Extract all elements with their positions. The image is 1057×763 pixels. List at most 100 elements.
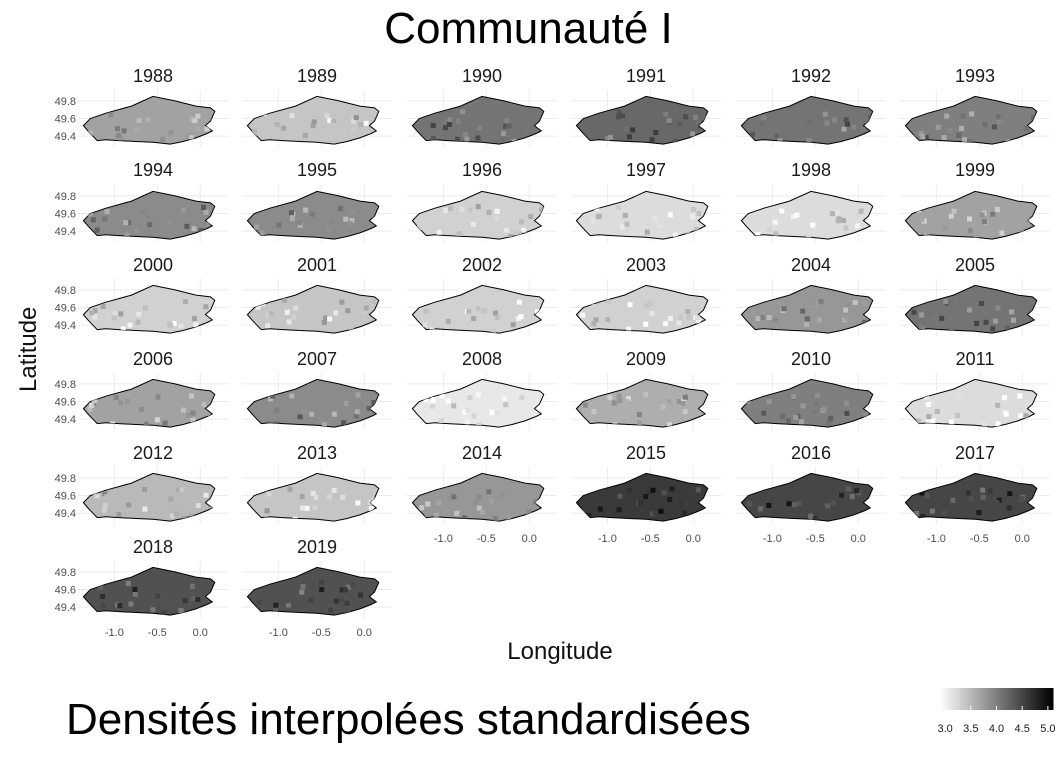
density-cell [430,122,436,128]
region-fill [82,566,216,616]
density-cell [439,418,444,423]
density-cell [982,122,988,128]
density-cell [311,119,317,125]
density-cell [518,314,524,320]
density-cell [430,396,436,402]
density-cell [375,594,379,600]
density-cells [89,299,209,332]
density-cell [134,127,140,133]
x-tick-label: -0.5 [477,533,496,545]
density-cell [780,413,786,419]
density-cell [521,227,527,233]
density-cell [616,393,622,399]
density-cell [667,497,673,502]
panel-label: 2004 [791,255,831,275]
density-cell [630,127,636,133]
y-tick-label: 49.4 [55,508,76,520]
density-cell [508,234,514,240]
density-cell [327,316,333,322]
density-cell [459,207,465,212]
facet-panel-2019: 2019 -1.0 -0.5 0.0 [242,537,392,639]
density-cell [919,490,925,496]
density-cell [104,494,110,500]
density-cell [291,314,296,320]
density-cell [679,500,685,505]
density-cell [995,305,1001,311]
density-cell [861,319,867,325]
density-cell [188,134,194,140]
facet-panel-2011: 2011 [900,349,1050,430]
density-cell [465,407,471,413]
legend-swatch [990,688,995,710]
density-cell [853,507,859,513]
density-cell [965,490,971,496]
density-cell [948,213,954,219]
density-cell [582,507,588,513]
density-cell [644,229,650,235]
panel-label: 2000 [133,255,173,275]
density-cell [154,605,160,611]
density-cell [103,502,108,508]
density-cell [666,399,672,405]
density-cell [339,587,345,593]
density-cell [968,496,974,502]
density-cell [761,115,767,121]
density-cell [344,600,350,606]
density-cell [368,421,374,427]
density-cell [841,126,847,132]
density-cell [745,136,751,142]
density-cell [351,127,357,133]
density-cell [429,327,435,333]
density-cell [150,607,156,613]
density-cell [750,131,756,137]
density-cell [941,510,947,516]
density-cell [464,419,470,425]
density-cell [669,486,675,492]
density-cells [87,393,213,428]
density-cell [539,207,544,212]
density-cell [808,513,813,519]
panel-label: 2001 [297,255,337,275]
density-cell [982,422,988,428]
density-cell [302,409,308,415]
y-tick-label: 49.6 [55,585,76,597]
density-cell [773,231,779,237]
density-cell [807,120,812,125]
density-cell [283,598,289,604]
density-cell [493,310,498,316]
density-cell [161,610,167,616]
legend-swatch [1004,688,1009,710]
density-cell [120,326,126,332]
density-cell [337,206,343,211]
density-cell [276,410,282,416]
region-fill [740,378,874,428]
legend-swatch [1050,688,1054,710]
density-cell [504,227,510,233]
density-cell [466,308,472,314]
legend-swatch [1038,688,1043,710]
density-cell [108,112,114,118]
density-cell [494,410,500,416]
density-cell [126,128,132,133]
density-cell [608,134,613,140]
density-cell [358,401,364,407]
density-cell [528,214,534,220]
density-cell [828,415,834,421]
density-cell [849,494,855,500]
facet-panel-1996: 1996 [407,160,557,242]
panel-label: 2006 [133,349,173,369]
density-cell [860,127,866,133]
density-cell [781,306,787,312]
density-cell [824,120,830,126]
density-cell [947,127,953,133]
density-cell [121,128,127,134]
density-cell [747,501,752,507]
density-cell [834,210,840,216]
density-cell [113,395,119,400]
y-tick-label: 49.4 [55,226,76,238]
y-tick-label: 49.6 [55,303,76,315]
density-cell [308,597,314,603]
density-cell [324,113,330,119]
density-cell [183,299,189,305]
density-cell [919,312,925,318]
